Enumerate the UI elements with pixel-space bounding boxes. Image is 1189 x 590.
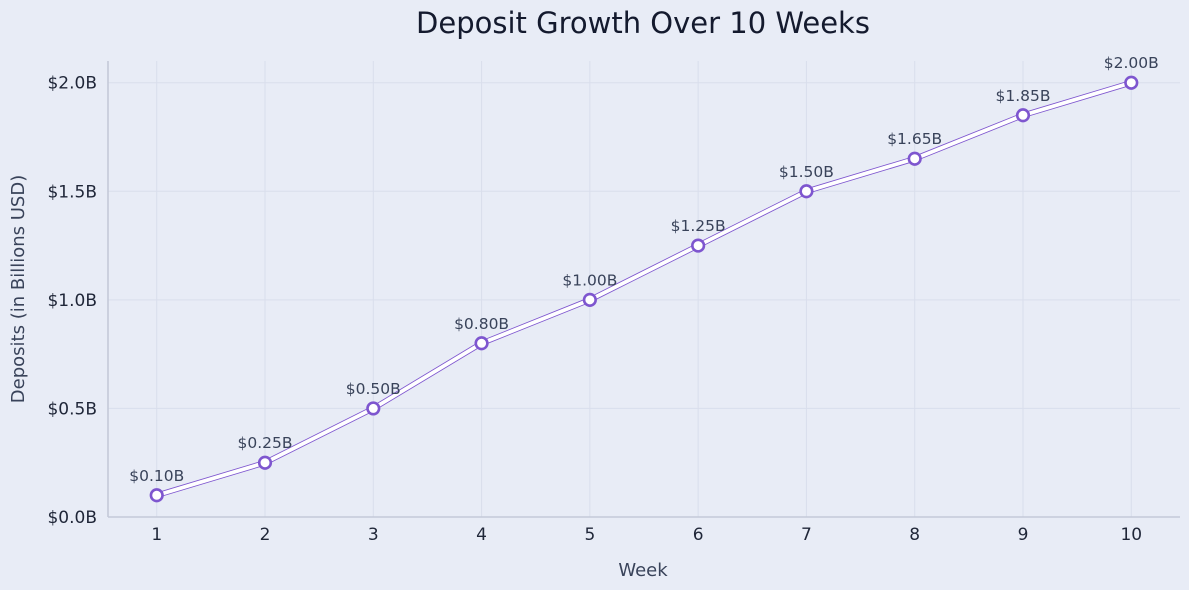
data-label-week-5: $1.00B [562,271,617,289]
data-label-week-6: $1.25B [671,217,726,235]
x-tick-label-6: 6 [693,525,704,545]
x-tick-label-8: 8 [909,525,920,545]
data-point-week-4 [474,336,489,351]
data-label-week-8: $1.65B [887,130,942,148]
x-axis-label: Week [618,560,668,581]
y-axis-label: Deposits (in Billions USD) [8,175,29,403]
x-tick-label-5: 5 [584,525,595,545]
y-tick-label-3: $1.5B [47,182,97,202]
data-point-week-8 [907,151,922,166]
y-tick-label-0: $0.0B [47,508,97,528]
data-label-week-10: $2.00B [1104,54,1159,72]
x-tick-label-3: 3 [368,525,379,545]
y-tick-label-4: $2.0B [47,74,97,94]
x-tick-label-9: 9 [1018,525,1029,545]
series-line [154,80,1134,498]
data-point-week-7 [799,184,814,199]
data-label-layer: $0.10B $0.25B $0.50B $0.80B $1.00B $1.25B $1.5… [129,54,1159,485]
x-tick-label-4: 4 [476,525,487,545]
data-label-week-2: $0.25B [238,434,293,452]
tick-layer: $0.0B $0.5B $1.0B $1.5B $2.0B 1 2 3 4 5 6 7 8 9 10 [47,74,1142,545]
series-layer [149,75,1139,503]
data-point-week-2 [257,455,273,470]
x-tick-label-1: 1 [151,525,162,545]
y-tick-label-2: $1.0B [47,291,97,311]
series-line-outline [153,79,1135,499]
x-tick-label-10: 10 [1120,525,1142,545]
data-point-week-6 [691,238,706,253]
data-point-week-10 [1124,75,1139,90]
data-point-week-1 [149,488,164,503]
axis-layer [107,61,1180,518]
data-label-week-3: $0.50B [346,380,401,398]
data-label-week-9: $1.85B [995,87,1050,105]
y-tick-label-1: $0.5B [47,399,97,419]
data-point-week-5 [582,292,597,307]
chart-title: Deposit Growth Over 10 Weeks [416,6,870,40]
x-tick-label-2: 2 [260,525,271,545]
data-point-week-3 [366,401,381,416]
data-point-week-9 [1015,108,1031,123]
data-label-week-7: $1.50B [779,163,834,181]
x-tick-label-7: 7 [801,525,812,545]
data-label-week-1: $0.10B [129,467,184,485]
data-label-week-4: $0.80B [454,315,509,333]
